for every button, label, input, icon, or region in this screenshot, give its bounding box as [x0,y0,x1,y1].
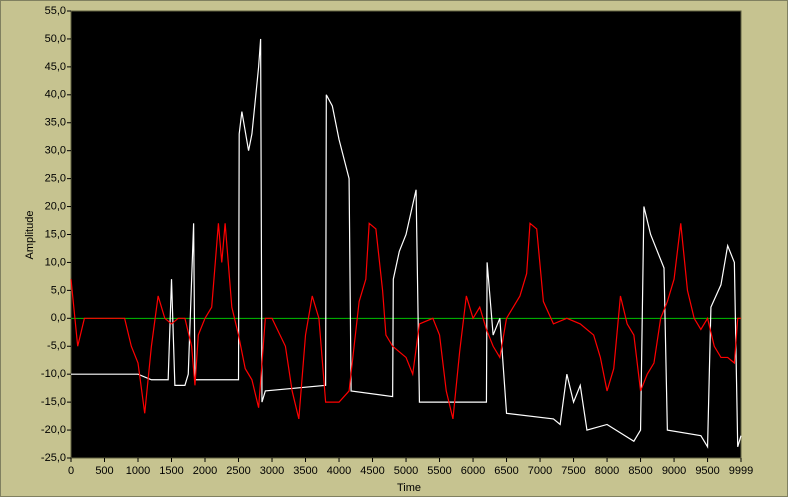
y-tick-label: 20,0 [45,200,66,212]
x-tick-label: 7000 [528,465,552,477]
x-tick-label: 500 [95,465,113,477]
y-tick-label: -10,0 [41,368,66,380]
x-tick-label: 8000 [595,465,619,477]
x-tick-label: 1500 [159,465,183,477]
y-tick-label: 40,0 [45,89,66,101]
plot-area [70,10,742,459]
y-tick-label: -25,0 [41,452,66,464]
x-tick-label: 6000 [461,465,485,477]
x-tick-label: 4500 [360,465,384,477]
x-tick-label: 6500 [494,465,518,477]
x-tick-label: 0 [68,465,74,477]
x-tick-label: 9500 [695,465,719,477]
x-tick-label: 8500 [628,465,652,477]
y-tick-label: -5,0 [47,340,66,352]
x-axis-label: Time [397,482,421,494]
x-tick-label: 9999 [729,465,753,477]
line-series [71,38,742,449]
x-tick-label: 4000 [327,465,351,477]
y-tick-label: 50,0 [45,33,66,45]
x-tick-label: 3000 [260,465,284,477]
y-tick-label: 15,0 [45,228,66,240]
x-tick-label: 5000 [394,465,418,477]
x-tick-label: 3500 [293,465,317,477]
y-tick-label: 0,0 [51,312,66,324]
x-tick-label: 2000 [193,465,217,477]
y-tick-label: -20,0 [41,424,66,436]
y-tick-label: 45,0 [45,61,66,73]
y-tick-label: 30,0 [45,145,66,157]
x-tick-label: 5500 [427,465,451,477]
x-tick-label: 1000 [126,465,150,477]
y-tick-label: 10,0 [45,256,66,268]
x-tick-label: 2500 [226,465,250,477]
x-tick-label: 9000 [662,465,686,477]
x-tick-label: 7500 [561,465,585,477]
y-tick-label: 25,0 [45,173,66,185]
y-tick-label: 35,0 [45,117,66,129]
y-tick-label: 5,0 [51,284,66,296]
line-series [70,222,741,420]
y-axis-label: Amplitude [24,211,36,260]
y-tick-label: -15,0 [41,396,66,408]
y-tick-label: 55,0 [45,5,66,17]
